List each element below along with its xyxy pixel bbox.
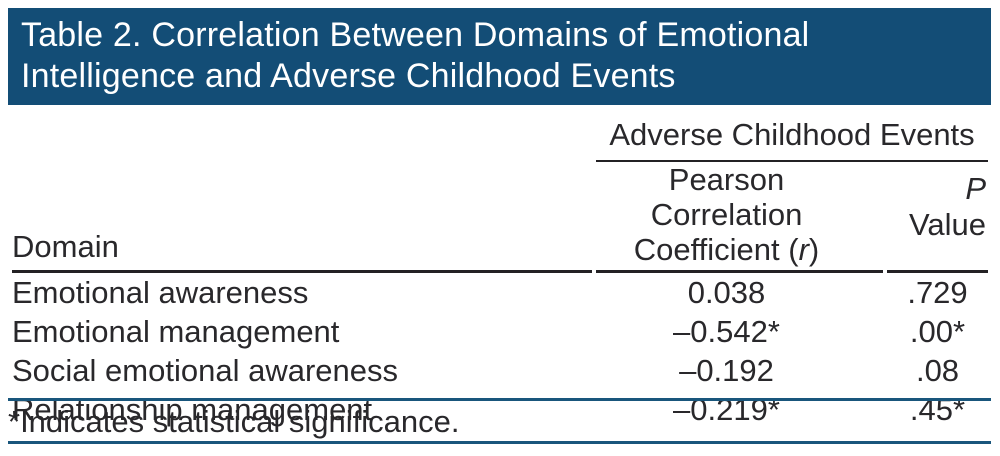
column-header-row: Domain Pearson Correlation Coefficient (… [12,162,989,273]
table-row: Social emotional awareness –0.192 .08 [12,351,988,390]
domain-cell: Relationship management [12,391,373,427]
rule-after-data [8,398,991,401]
pearson-header-line2-post: ) [808,232,820,267]
r-value-cell: –0.219* [673,391,780,427]
table-row: Relationship management –0.219* .45* [12,390,988,429]
r-value-cell: –0.192 [679,352,774,388]
span-header-adverse-childhood-events: Adverse Childhood Events [596,105,989,162]
r-value-cell: 0.038 [687,274,766,310]
table-row: Emotional awareness 0.038 .729 [12,273,988,312]
span-header-row: Adverse Childhood Events [12,105,989,162]
p-value-cell: .45* [909,391,966,427]
span-header-spacer [12,105,592,162]
domain-cell: Emotional management [12,313,340,349]
p-value-cell: .08 [915,352,960,388]
pearson-header-line1: Pearson Correlation [650,162,803,232]
rule-bottom [8,441,991,444]
p-value-cell: .729 [907,274,968,310]
domain-cell: Emotional awareness [12,274,309,310]
pearson-header-r-italic: r [798,232,809,267]
domain-cell: Social emotional awareness [12,352,398,388]
correlation-table: Adverse Childhood Events Domain Pearson … [8,105,992,429]
pvalue-header-p-italic: P [965,171,987,206]
table-title-bar: Table 2. Correlation Between Domains of … [8,8,991,105]
r-value-cell: –0.542* [673,313,780,349]
pearson-header-line2-pre: Coefficient ( [633,232,799,267]
footnote: *Indicates statistical significance. [8,404,460,439]
column-header-pvalue: P Value [887,162,989,273]
table-title-line1: Table 2. Correlation Between Domains of … [21,16,810,54]
table-row: Emotional management –0.542* .00* [12,312,988,351]
column-header-domain: Domain [12,162,592,273]
p-value-cell: .00* [909,313,966,349]
table-title-line2: Intelligence and Adverse Childhood Event… [21,57,676,95]
pvalue-header-rest: Value [909,207,987,242]
column-header-pearson: Pearson Correlation Coefficient (r) [596,162,883,273]
